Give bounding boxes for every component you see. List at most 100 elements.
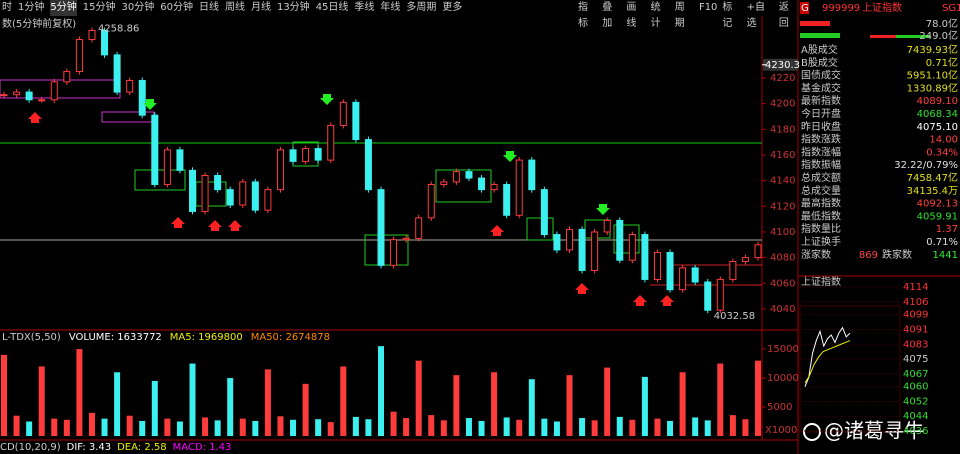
volume-bar	[390, 411, 397, 436]
volume-bar	[566, 375, 573, 436]
volume-bar	[101, 418, 108, 436]
period-tab[interactable]: 5分钟	[50, 0, 77, 16]
row-label: 昨日收盘	[801, 120, 841, 133]
volume-bar	[742, 419, 749, 436]
volume-bar	[126, 415, 133, 436]
period-toolbar: 时 1分钟 5分钟 15分钟 30分钟 60分钟 日线 周线 月线 13分钟 45日线 季线 年线 多周期…	[0, 0, 577, 16]
period-tab[interactable]: 15分钟	[82, 2, 116, 13]
candle-body	[88, 30, 96, 40]
tool-button[interactable]: 返回	[778, 2, 789, 29]
signal-arrow	[633, 295, 647, 306]
volume-bar	[553, 421, 560, 436]
volume-bar	[478, 420, 485, 436]
signal-arrow	[575, 283, 589, 294]
volume-bar	[704, 420, 711, 436]
volume-bar	[264, 369, 271, 436]
volume-bar	[604, 367, 611, 436]
y-tick-label: 4067	[903, 369, 928, 380]
period-tab[interactable]: 年线	[380, 2, 401, 13]
period-tab[interactable]: 时	[2, 2, 12, 13]
box	[613, 224, 640, 254]
period-tab[interactable]: 60分钟	[160, 2, 193, 13]
signal-arrow	[660, 295, 674, 306]
tool-button[interactable]: 统计	[650, 2, 661, 29]
row-label: B股成交	[801, 56, 838, 69]
tool-button[interactable]: 叠加	[602, 2, 613, 29]
candle-body	[126, 80, 134, 93]
box	[195, 181, 227, 207]
y-tick-label: 4099	[903, 310, 928, 321]
macd-label: DEA: 2.58	[117, 442, 167, 453]
tool-button[interactable]: 标记	[722, 2, 733, 29]
volume-bar	[327, 422, 334, 436]
signal-arrow	[171, 217, 185, 228]
y-tick-label: 4083	[903, 339, 928, 350]
flow-bar	[896, 35, 930, 38]
volume-bar	[579, 418, 586, 436]
volume-bar	[352, 416, 359, 436]
period-tab[interactable]: 13分钟	[276, 2, 310, 13]
candle-body	[503, 183, 511, 216]
period-tab[interactable]: 多周期	[406, 2, 437, 13]
candle-body	[691, 267, 699, 283]
tool-button[interactable]: 指标	[578, 2, 588, 29]
period-tab[interactable]: 月线	[250, 2, 271, 13]
volume-bar	[315, 419, 322, 436]
row-label: 国债成交	[801, 69, 841, 82]
volume-bar	[277, 416, 284, 436]
flow-bar	[870, 35, 896, 38]
period-tab[interactable]: 日线	[198, 2, 219, 13]
volume-bar	[516, 419, 523, 436]
row-label: 基金成交	[801, 81, 841, 94]
row-label: 跌家数	[882, 248, 912, 261]
candle-body	[427, 183, 435, 219]
row-value: 34135.4万	[907, 186, 958, 197]
volume-bar	[63, 419, 70, 436]
y-tick-label: 4060	[770, 278, 795, 289]
y-tick-label: 4200	[770, 99, 795, 110]
candle-body	[754, 244, 762, 259]
candle-body	[390, 239, 398, 266]
candle-body	[616, 219, 624, 261]
mini-frame	[799, 305, 901, 433]
signal-arrow	[208, 220, 222, 231]
candle-body	[314, 148, 322, 161]
signal-arrow	[28, 112, 42, 123]
tool-button[interactable]: 画线	[626, 2, 637, 29]
volume-bar	[239, 418, 246, 436]
row-label: 今日开盘	[801, 107, 841, 120]
period-tab[interactable]: 周线	[224, 2, 245, 13]
candle-body	[729, 260, 737, 280]
volume-bar	[491, 372, 498, 436]
period-tab[interactable]: 1分钟	[18, 2, 45, 13]
flow-value: 249.0亿	[919, 29, 958, 42]
period-tab[interactable]: 30分钟	[121, 2, 155, 13]
candle-body	[515, 159, 523, 216]
indicator-label: L-TDX(5,50)	[2, 332, 61, 343]
tool-toolbar: 指标 叠加 画线 统计 周期 F10 标记 +自选 返回	[578, 0, 798, 29]
candle-body	[415, 217, 423, 239]
volume-bar	[667, 420, 674, 436]
period-tab[interactable]: 季线	[354, 2, 375, 13]
candle-body	[239, 181, 247, 206]
high-label: 4258.86	[98, 24, 139, 35]
period-tab[interactable]: 更多	[442, 2, 463, 13]
row-value: 14.00	[929, 135, 958, 146]
stock-name: 上证指数	[862, 1, 902, 14]
candle-body	[540, 189, 548, 236]
y-tick-label: 4220	[770, 73, 795, 84]
candle-body	[452, 171, 460, 183]
axis-unit: X1000	[765, 425, 797, 436]
row-label: 上证换手	[801, 235, 841, 248]
period-tab[interactable]: 45日线	[315, 2, 349, 13]
candle-body	[251, 181, 259, 211]
volume-bar	[729, 415, 736, 436]
volume-bar	[164, 418, 171, 436]
candle-body	[641, 234, 649, 280]
tool-button[interactable]: 周期	[674, 2, 685, 29]
tool-button[interactable]: +自选	[746, 2, 765, 29]
tool-button[interactable]: F10	[698, 2, 718, 13]
candle-body	[163, 149, 171, 185]
row-value: 4059.91	[917, 211, 958, 222]
